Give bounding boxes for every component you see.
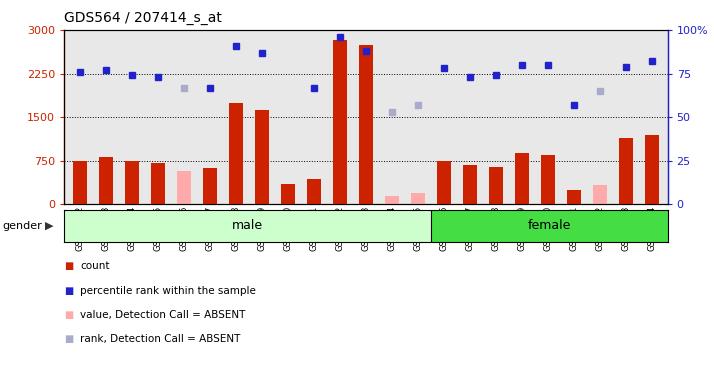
Text: female: female: [528, 219, 571, 232]
Text: ■: ■: [64, 310, 74, 320]
Bar: [281, 184, 295, 204]
Bar: [125, 161, 139, 204]
Bar: [619, 138, 633, 204]
Bar: [385, 196, 399, 204]
Text: male: male: [232, 219, 263, 232]
Bar: [411, 193, 425, 204]
Bar: [307, 179, 321, 204]
Bar: [437, 161, 451, 204]
Bar: [463, 165, 477, 204]
Bar: [73, 161, 87, 204]
Text: ■: ■: [64, 261, 74, 271]
Bar: [515, 153, 529, 204]
Bar: [203, 168, 217, 204]
Text: ■: ■: [64, 286, 74, 296]
Text: ■: ■: [64, 334, 74, 344]
Text: gender: gender: [2, 221, 42, 231]
Bar: [99, 157, 113, 204]
Bar: [255, 110, 269, 204]
Bar: [593, 185, 607, 204]
Text: ▶: ▶: [45, 221, 54, 231]
Bar: [151, 162, 165, 204]
Bar: [489, 166, 503, 204]
Bar: [431, 210, 668, 242]
Text: percentile rank within the sample: percentile rank within the sample: [80, 286, 256, 296]
Text: value, Detection Call = ABSENT: value, Detection Call = ABSENT: [80, 310, 246, 320]
Text: GDS564 / 207414_s_at: GDS564 / 207414_s_at: [64, 11, 222, 25]
Bar: [567, 190, 581, 204]
Bar: [358, 45, 373, 204]
Text: count: count: [80, 261, 109, 271]
Bar: [333, 40, 347, 204]
Bar: [228, 103, 243, 204]
Bar: [645, 135, 659, 204]
Bar: [177, 171, 191, 204]
Bar: [64, 210, 431, 242]
Bar: [540, 155, 555, 204]
Text: rank, Detection Call = ABSENT: rank, Detection Call = ABSENT: [80, 334, 241, 344]
